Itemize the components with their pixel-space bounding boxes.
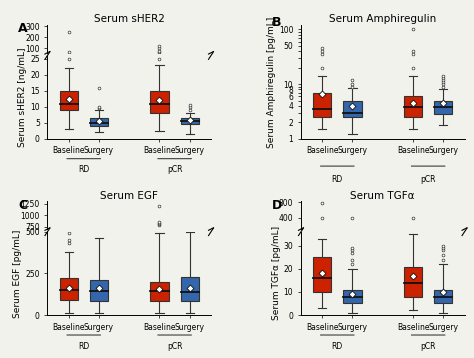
Text: RD: RD	[332, 175, 343, 184]
Bar	[90, 280, 108, 301]
Bar	[181, 277, 199, 301]
Bar	[150, 282, 169, 301]
Bar	[404, 96, 422, 117]
Title: Serum EGF: Serum EGF	[100, 190, 158, 200]
Bar	[343, 101, 362, 117]
Bar	[60, 279, 78, 300]
Text: C: C	[18, 199, 27, 212]
Bar	[313, 93, 331, 117]
Y-axis label: Serum Amphiregulin [pg/mL]: Serum Amphiregulin [pg/mL]	[267, 16, 276, 147]
Text: RD: RD	[332, 342, 343, 351]
Y-axis label: Serum EGF [pg/mL]: Serum EGF [pg/mL]	[13, 229, 22, 318]
Bar	[181, 118, 199, 124]
Text: A: A	[18, 22, 27, 35]
Bar	[404, 266, 422, 296]
Text: D: D	[272, 199, 282, 212]
Text: RD: RD	[78, 165, 90, 174]
Bar	[434, 101, 452, 114]
Text: pCR: pCR	[420, 175, 436, 184]
Text: pCR: pCR	[420, 342, 436, 351]
Title: Serum Amphiregulin: Serum Amphiregulin	[329, 14, 437, 24]
Text: pCR: pCR	[167, 165, 182, 174]
Bar	[60, 91, 78, 110]
Y-axis label: Serum sHER2 [ng/mL]: Serum sHER2 [ng/mL]	[18, 47, 27, 147]
Bar	[313, 257, 331, 292]
Text: B: B	[272, 16, 281, 29]
Text: RD: RD	[78, 342, 90, 351]
Title: Serum sHER2: Serum sHER2	[94, 14, 164, 24]
Text: pCR: pCR	[167, 342, 182, 351]
Bar	[343, 290, 362, 304]
Bar	[150, 91, 169, 113]
Title: Serum TGFα: Serum TGFα	[350, 190, 415, 200]
Bar	[434, 290, 452, 304]
Y-axis label: Serum TGFα [pg/mL]: Serum TGFα [pg/mL]	[272, 226, 281, 320]
Bar	[90, 118, 108, 126]
